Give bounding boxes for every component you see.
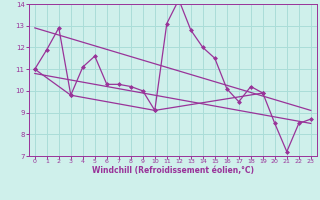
X-axis label: Windchill (Refroidissement éolien,°C): Windchill (Refroidissement éolien,°C): [92, 166, 254, 175]
